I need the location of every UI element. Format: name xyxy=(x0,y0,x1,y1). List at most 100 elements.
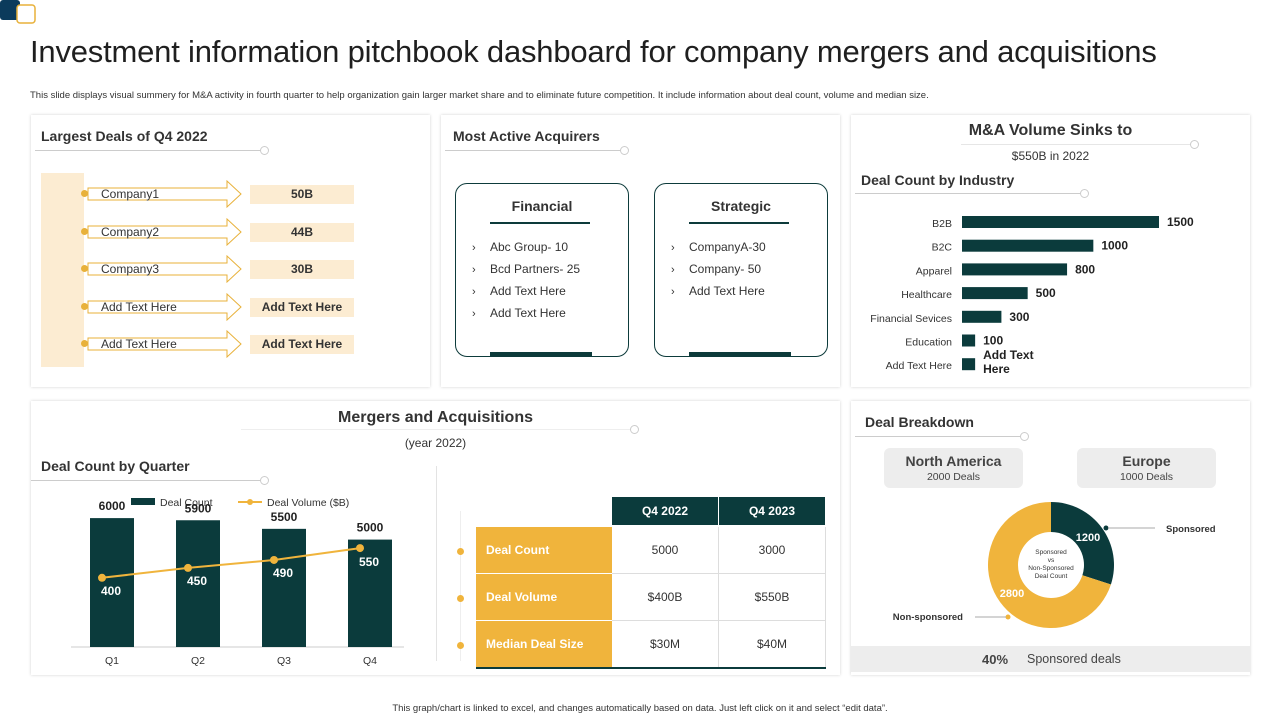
industry-bar xyxy=(962,334,976,347)
table-column-header: Q4 2022 xyxy=(612,497,718,525)
callout-dot-sponsored xyxy=(1103,525,1109,531)
donut-value-non-sponsored: 2800 xyxy=(1000,588,1024,600)
acquirer-item-text: Add Text Here xyxy=(490,284,566,298)
acquirer-item: › Bcd Partners- 25 xyxy=(472,262,580,284)
deal-volume-line xyxy=(101,547,361,579)
industry-bar xyxy=(962,239,1094,252)
deal-row-arrow xyxy=(87,330,242,358)
panel-divider xyxy=(436,466,437,661)
mergers-title: Mergers and Acquisitions xyxy=(338,409,533,426)
industry-category-label: Healthcare xyxy=(901,289,952,301)
quarter-chart-underline xyxy=(31,476,269,485)
region-deals: 2000 Deals xyxy=(926,471,981,483)
acquirer-item: › Add Text Here xyxy=(472,306,580,328)
deal-row: Add Text Here Add Text Here xyxy=(31,330,430,358)
quarter-bar-value: 6000 xyxy=(99,499,126,513)
acquirers-title: Most Active Acquirers xyxy=(453,128,600,144)
donut-center-label: Deal Count xyxy=(1035,573,1068,580)
strategic-bottom-bar xyxy=(689,352,791,356)
arrow-shape xyxy=(87,330,242,358)
callout-label-sponsored: Sponsored xyxy=(1166,524,1216,535)
acquirer-item: › Abc Group- 10 xyxy=(472,240,580,262)
industry-bar xyxy=(962,358,976,371)
deal-row-dot xyxy=(81,340,88,347)
financial-box: Financial › Abc Group- 10 › Bcd Partners- 2… xyxy=(455,183,629,357)
industry-value-label: 100 xyxy=(983,334,1003,348)
deal-row-name: Add Text Here xyxy=(101,337,177,351)
deal-row-dot xyxy=(81,303,88,310)
table-row-dot xyxy=(457,594,464,602)
legend-marker-deal-volume xyxy=(247,499,253,505)
quarter-category-label: Q2 xyxy=(191,655,205,667)
largest-deals-underline xyxy=(35,146,269,155)
chevron-right-icon: › xyxy=(671,286,675,298)
donut-slice-sponsored xyxy=(1051,502,1114,585)
page-footer: This graph/chart is linked to excel, and… xyxy=(392,703,888,714)
sponsored-footer: 40% Sponsored deals xyxy=(851,646,1250,672)
page-subtitle: This slide displays visual summery for M… xyxy=(30,90,929,101)
deal-volume-value: 490 xyxy=(273,566,293,580)
sponsored-label: Sponsored deals xyxy=(1027,652,1121,666)
table-cell: 5000 xyxy=(612,527,719,574)
acquirer-item-text: Add Text Here xyxy=(689,284,765,298)
industry-value-label: 800 xyxy=(1075,262,1095,276)
donut-center-label: vs xyxy=(1048,557,1055,564)
industry-chart: B2B 1500 B2C 1000 Apparel 800 Healthcare 500 Fin… xyxy=(870,215,1194,376)
deal-breakdown-underline xyxy=(855,432,1029,441)
deal-volume-value: 400 xyxy=(101,584,121,598)
legend-label-deal-volume: Deal Volume ($B) xyxy=(267,497,349,509)
deal-row-name: Company3 xyxy=(101,262,160,276)
strategic-title: Strategic xyxy=(711,198,771,214)
industry-category-label: B2C xyxy=(932,242,953,254)
volume-title-underline xyxy=(961,140,1199,149)
donut-slice-non-sponsored xyxy=(988,502,1111,628)
donut-center-label: Sponsored xyxy=(1035,549,1067,556)
legend-label-deal-count: Deal Count xyxy=(160,497,213,509)
acquirer-item-text: Abc Group- 10 xyxy=(490,240,569,254)
sponsored-pct: 40% xyxy=(982,652,1009,667)
deal-row-dot xyxy=(81,265,88,272)
industry-value-label: Add Text xyxy=(983,348,1033,362)
deal-row-name: Add Text Here xyxy=(101,300,177,314)
quarter-chart: Deal Count Deal Volume ($B) 6000 Q1 5900 Q2 55… xyxy=(71,497,404,667)
industry-bar xyxy=(962,310,1002,323)
donut-center-label: Non-Sponsored xyxy=(1028,565,1074,572)
largest-deals-side-bar xyxy=(41,173,84,367)
industry-value-label: 300 xyxy=(1009,310,1029,324)
acquirer-item-text: Bcd Partners- 25 xyxy=(490,262,581,276)
quarter-category-label: Q4 xyxy=(363,655,377,667)
callout-dot-non-sponsored xyxy=(1005,614,1011,620)
page-title: Investment information pitchbook dashboa… xyxy=(30,34,1157,69)
industry-category-label: Apparel xyxy=(916,265,952,277)
region-name: Europe xyxy=(1122,453,1171,469)
industry-value-label: 1500 xyxy=(1167,215,1194,229)
industry-bar xyxy=(962,216,1159,228)
strategic-underline xyxy=(689,222,789,224)
deal-row-value: 50B xyxy=(250,185,354,204)
callout-label-non-sponsored: Non-sponsored xyxy=(893,612,963,623)
deal-breakdown-panel: Deal Breakdown North America 2000 Deals … xyxy=(851,401,1250,675)
deal-volume-value: 450 xyxy=(187,574,207,588)
industry-category-label: B2B xyxy=(932,218,952,230)
deal-row: Company2 44B xyxy=(31,218,430,246)
deal-breakdown-title: Deal Breakdown xyxy=(865,414,974,430)
quarter-bar-value: 5000 xyxy=(357,521,384,535)
quarter-bar xyxy=(90,518,134,647)
financial-bottom-bar xyxy=(490,352,592,356)
deal-volume-point xyxy=(270,555,278,564)
deal-row-arrow xyxy=(87,180,242,208)
region-europe: Europe 1000 Deals xyxy=(1077,448,1216,488)
volume-title: M&A Volume Sinks to xyxy=(968,122,1133,139)
deal-volume-point xyxy=(356,544,364,553)
chevron-right-icon: › xyxy=(671,264,675,276)
arrow-shape xyxy=(87,255,242,283)
deal-row-value: 44B xyxy=(250,223,354,242)
mergers-subtitle: (year 2022) xyxy=(404,436,467,450)
acquirer-item: › Add Text Here xyxy=(671,284,766,306)
acquirers-underline xyxy=(445,146,629,155)
table-cell: $40M xyxy=(719,621,826,668)
quarter-bar xyxy=(176,520,220,647)
table-row-dot xyxy=(457,641,464,649)
deal-volume-value: 550 xyxy=(359,555,379,569)
